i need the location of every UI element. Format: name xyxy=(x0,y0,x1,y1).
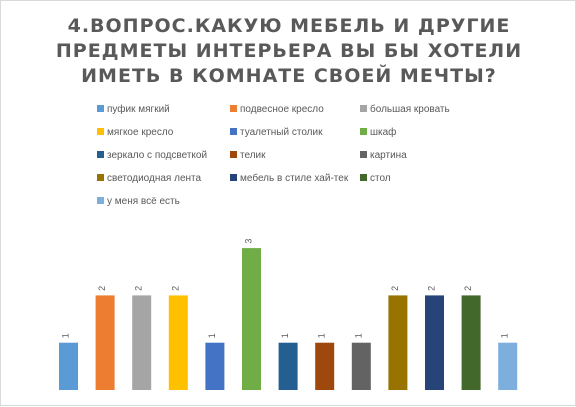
bar xyxy=(498,342,518,390)
bar-data-label: 1 xyxy=(207,333,217,338)
legend-label: картина xyxy=(370,150,407,161)
bar-data-label: 2 xyxy=(97,286,107,291)
bar xyxy=(59,342,78,390)
chart-title: 4.ВОПРОС.КАКУЮ МЕБЕЛЬ И ДРУГИЕ ПРЕДМЕТЫ И… xyxy=(56,15,522,87)
bar-data-label: 2 xyxy=(427,286,437,291)
legend-label: зеркало с подсветкой xyxy=(107,150,207,161)
bar-data-label: 1 xyxy=(280,333,290,338)
bar-data-label: 2 xyxy=(170,286,180,291)
legend-item: большая кровать xyxy=(360,103,450,115)
legend-label: большая кровать xyxy=(370,103,450,115)
legend-swatch xyxy=(360,105,367,112)
legend-label: туалетный столик xyxy=(240,127,323,138)
bar xyxy=(278,342,298,390)
bar-data-label: 2 xyxy=(390,286,400,291)
legend-swatch xyxy=(360,151,367,158)
legend-item: пуфик мягкий xyxy=(97,103,170,115)
bar-data-label: 1 xyxy=(317,333,327,338)
legend-swatch xyxy=(230,151,237,158)
legend-label: телик xyxy=(240,150,266,161)
bar xyxy=(132,295,152,390)
chart-title-line: ПРЕДМЕТЫ ИНТЕРЬЕРА ВЫ БЫ ХОТЕЛИ xyxy=(56,40,522,62)
bar-data-label: 2 xyxy=(134,286,144,291)
bar xyxy=(205,342,225,390)
plot-area: 1 2 2 2 1 3 1 1 1 2 2 2 1 xyxy=(59,239,518,390)
legend-item: мягкое кресло xyxy=(97,127,174,138)
legend-item: картина xyxy=(360,150,407,161)
bar-data-label: 1 xyxy=(353,333,363,338)
bar xyxy=(315,342,335,390)
legend-item: мебель в стиле хай-тек xyxy=(230,172,349,184)
legend-item: туалетный столик xyxy=(230,127,323,138)
legend-swatch xyxy=(360,174,367,181)
chart-title-line: 4.ВОПРОС.КАКУЮ МЕБЕЛЬ И ДРУГИЕ xyxy=(68,15,511,37)
legend-swatch xyxy=(230,174,237,181)
legend-label: подвесное кресло xyxy=(240,104,324,115)
chart-title-line: ИМЕТЬ В КОМНАТЕ СВОЕЙ МЕЧТЫ? xyxy=(81,64,497,87)
bar xyxy=(351,342,371,390)
legend-swatch xyxy=(97,174,104,181)
legend-label: мягкое кресло xyxy=(107,127,174,138)
legend-swatch xyxy=(97,197,104,204)
legend-swatch xyxy=(97,105,104,112)
legend-swatch xyxy=(97,151,104,158)
bar-data-label: 1 xyxy=(500,333,510,338)
legend-swatch xyxy=(230,128,237,135)
legend-label: шкаф xyxy=(370,126,396,138)
legend-label: мебель в стиле хай-тек xyxy=(240,172,349,184)
legend-swatch xyxy=(97,128,104,135)
legend-item: стол xyxy=(360,173,391,184)
legend-swatch xyxy=(230,105,237,112)
legend-item: телик xyxy=(230,150,266,161)
legend-item: зеркало с подсветкой xyxy=(97,150,207,161)
bar-data-label: 1 xyxy=(61,333,71,338)
bar xyxy=(95,295,115,390)
legend-item: светодиодная лента xyxy=(97,173,202,184)
legend-label: пуфик мягкий xyxy=(107,103,170,115)
bar-data-label: 3 xyxy=(244,239,254,244)
bar xyxy=(242,248,261,390)
legend-swatch xyxy=(360,128,367,135)
legend-label: светодиодная лента xyxy=(107,173,202,184)
legend-label: у меня всё есть xyxy=(107,196,180,207)
bar xyxy=(168,295,188,390)
legend-item: у меня всё есть xyxy=(97,196,180,207)
legend-label: стол xyxy=(370,173,391,184)
bar xyxy=(461,295,481,390)
legend-item: шкаф xyxy=(360,126,396,138)
bar xyxy=(425,295,444,390)
legend-item: подвесное кресло xyxy=(230,104,324,115)
bar xyxy=(388,295,408,390)
chart-legend: пуфик мягкий подвесное кресло большая кров… xyxy=(97,103,450,207)
bar-data-label: 2 xyxy=(463,286,473,291)
